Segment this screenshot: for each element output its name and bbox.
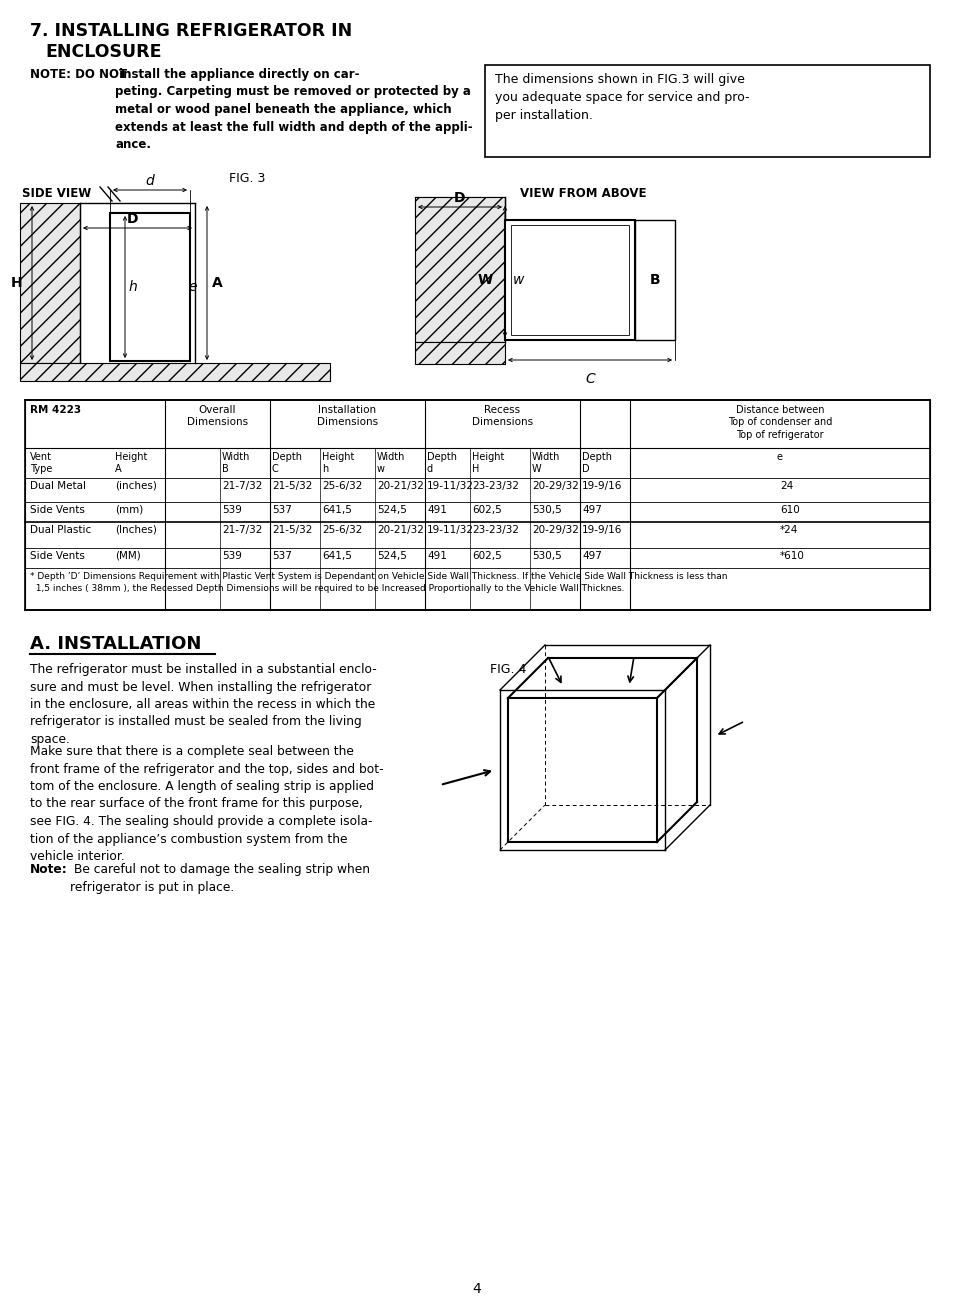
Text: RM 4223: RM 4223	[30, 405, 81, 415]
Text: VIEW FROM ABOVE: VIEW FROM ABOVE	[519, 187, 646, 200]
Bar	[25, 400, 929, 610]
Text: 19-11/32: 19-11/32	[427, 525, 474, 535]
Text: 23-23/32: 23-23/32	[472, 481, 518, 490]
Text: D: D	[127, 212, 138, 226]
Text: 20-29/32: 20-29/32	[532, 481, 578, 490]
Text: Overall
Dimensions: Overall Dimensions	[187, 405, 248, 428]
Text: *610: *610	[780, 551, 804, 561]
Text: 524,5: 524,5	[376, 551, 406, 561]
Text: FIG. 3: FIG. 3	[229, 171, 265, 184]
Bar	[511, 225, 628, 335]
Text: 602,5: 602,5	[472, 505, 501, 515]
Text: 21-5/32: 21-5/32	[272, 525, 312, 535]
Text: SIDE VIEW: SIDE VIEW	[22, 187, 91, 200]
Text: (Inches): (Inches)	[115, 525, 156, 535]
Text: h: h	[129, 280, 137, 294]
Text: 19-9/16: 19-9/16	[581, 481, 621, 490]
Text: H: H	[10, 276, 22, 290]
Text: 19-11/32: 19-11/32	[427, 481, 474, 490]
Bar	[415, 198, 504, 341]
Text: NOTE: DO NOT: NOTE: DO NOT	[30, 68, 127, 81]
Text: The dimensions shown in FIG.3 will give
you adequate space for service and pro-
: The dimensions shown in FIG.3 will give …	[495, 73, 749, 122]
Text: ENCLOSURE: ENCLOSURE	[45, 43, 161, 61]
Text: (mm): (mm)	[115, 505, 143, 515]
Text: B: B	[649, 273, 659, 286]
Bar	[635, 220, 675, 340]
Text: (MM): (MM)	[115, 551, 141, 561]
Text: A. INSTALLATION: A. INSTALLATION	[30, 634, 201, 653]
Text: 530,5: 530,5	[532, 505, 561, 515]
Text: 491: 491	[427, 551, 446, 561]
Text: (inches): (inches)	[115, 481, 156, 490]
Text: Installation
Dimensions: Installation Dimensions	[316, 405, 377, 428]
Text: 19-9/16: 19-9/16	[581, 525, 621, 535]
Text: 21-7/32: 21-7/32	[222, 481, 262, 490]
Text: 21-5/32: 21-5/32	[272, 481, 312, 490]
Text: Recess
Dimensions: Recess Dimensions	[472, 405, 533, 428]
Text: 610: 610	[780, 505, 799, 515]
Text: Be careful not to damage the sealing strip when
refrigerator is put in place.: Be careful not to damage the sealing str…	[70, 863, 370, 893]
Text: 23-23/32: 23-23/32	[472, 525, 518, 535]
Text: Distance between
Top of condenser and
Top of refrigerator: Distance between Top of condenser and To…	[727, 405, 831, 439]
Text: Width
W: Width W	[532, 453, 559, 475]
Bar	[110, 213, 190, 361]
Text: FIG. 4: FIG. 4	[490, 663, 526, 676]
Text: 539: 539	[222, 505, 242, 515]
Text: 491: 491	[427, 505, 446, 515]
Text: Side Vents: Side Vents	[30, 551, 85, 561]
Text: 20-21/32: 20-21/32	[376, 481, 423, 490]
Text: 24: 24	[780, 481, 792, 490]
Text: Height
A: Height A	[115, 453, 147, 475]
Text: *24: *24	[780, 525, 798, 535]
Text: Vent
Type: Vent Type	[30, 453, 52, 475]
Text: * Depth ’D’ Dimensions Requirement with Plastic Vent System is Dependant on Vehi: * Depth ’D’ Dimensions Requirement with …	[30, 572, 727, 593]
Text: Depth
C: Depth C	[272, 453, 302, 475]
Text: Depth
d: Depth d	[427, 453, 456, 475]
Bar	[415, 341, 504, 364]
Text: 530,5: 530,5	[532, 551, 561, 561]
Text: 524,5: 524,5	[376, 505, 406, 515]
Text: C: C	[584, 371, 595, 386]
Text: 537: 537	[272, 505, 292, 515]
Text: 497: 497	[581, 505, 601, 515]
Text: Height
H: Height H	[472, 453, 504, 475]
Text: e: e	[188, 280, 196, 294]
Text: 25-6/32: 25-6/32	[322, 525, 362, 535]
Bar	[484, 65, 929, 157]
Text: W: W	[476, 273, 492, 286]
Text: The refrigerator must be installed in a substantial enclo-
sure and must be leve: The refrigerator must be installed in a …	[30, 663, 376, 746]
Bar	[415, 198, 504, 218]
Text: Make sure that there is a complete seal between the
front frame of the refrigera: Make sure that there is a complete seal …	[30, 746, 383, 863]
Text: 641,5: 641,5	[322, 551, 352, 561]
Text: w: w	[513, 273, 524, 286]
Bar	[504, 220, 635, 340]
Text: e: e	[776, 453, 782, 462]
Text: 7. INSTALLING REFRIGERATOR IN: 7. INSTALLING REFRIGERATOR IN	[30, 22, 352, 41]
Text: d: d	[146, 174, 154, 188]
Text: Depth
D: Depth D	[581, 453, 612, 475]
Text: A: A	[212, 276, 222, 290]
Text: 537: 537	[272, 551, 292, 561]
Text: Note:: Note:	[30, 863, 68, 876]
Bar	[20, 203, 80, 364]
Text: Dual Metal: Dual Metal	[30, 481, 86, 490]
Text: 641,5: 641,5	[322, 505, 352, 515]
Text: 539: 539	[222, 551, 242, 561]
Text: Side Vents: Side Vents	[30, 505, 85, 515]
Text: 602,5: 602,5	[472, 551, 501, 561]
Text: Width
w: Width w	[376, 453, 405, 475]
Text: install the appliance directly on car-
peting. Carpeting must be removed or prot: install the appliance directly on car- p…	[115, 68, 472, 150]
Text: 497: 497	[581, 551, 601, 561]
Text: Width
B: Width B	[222, 453, 250, 475]
Text: Dual Plastic: Dual Plastic	[30, 525, 91, 535]
Text: 21-7/32: 21-7/32	[222, 525, 262, 535]
Text: 20-29/32: 20-29/32	[532, 525, 578, 535]
Text: 25-6/32: 25-6/32	[322, 481, 362, 490]
Bar	[20, 364, 330, 381]
Text: 20-21/32: 20-21/32	[376, 525, 423, 535]
Text: D: D	[454, 191, 465, 205]
Text: Height
h: Height h	[322, 453, 354, 475]
Text: 4: 4	[472, 1282, 481, 1296]
